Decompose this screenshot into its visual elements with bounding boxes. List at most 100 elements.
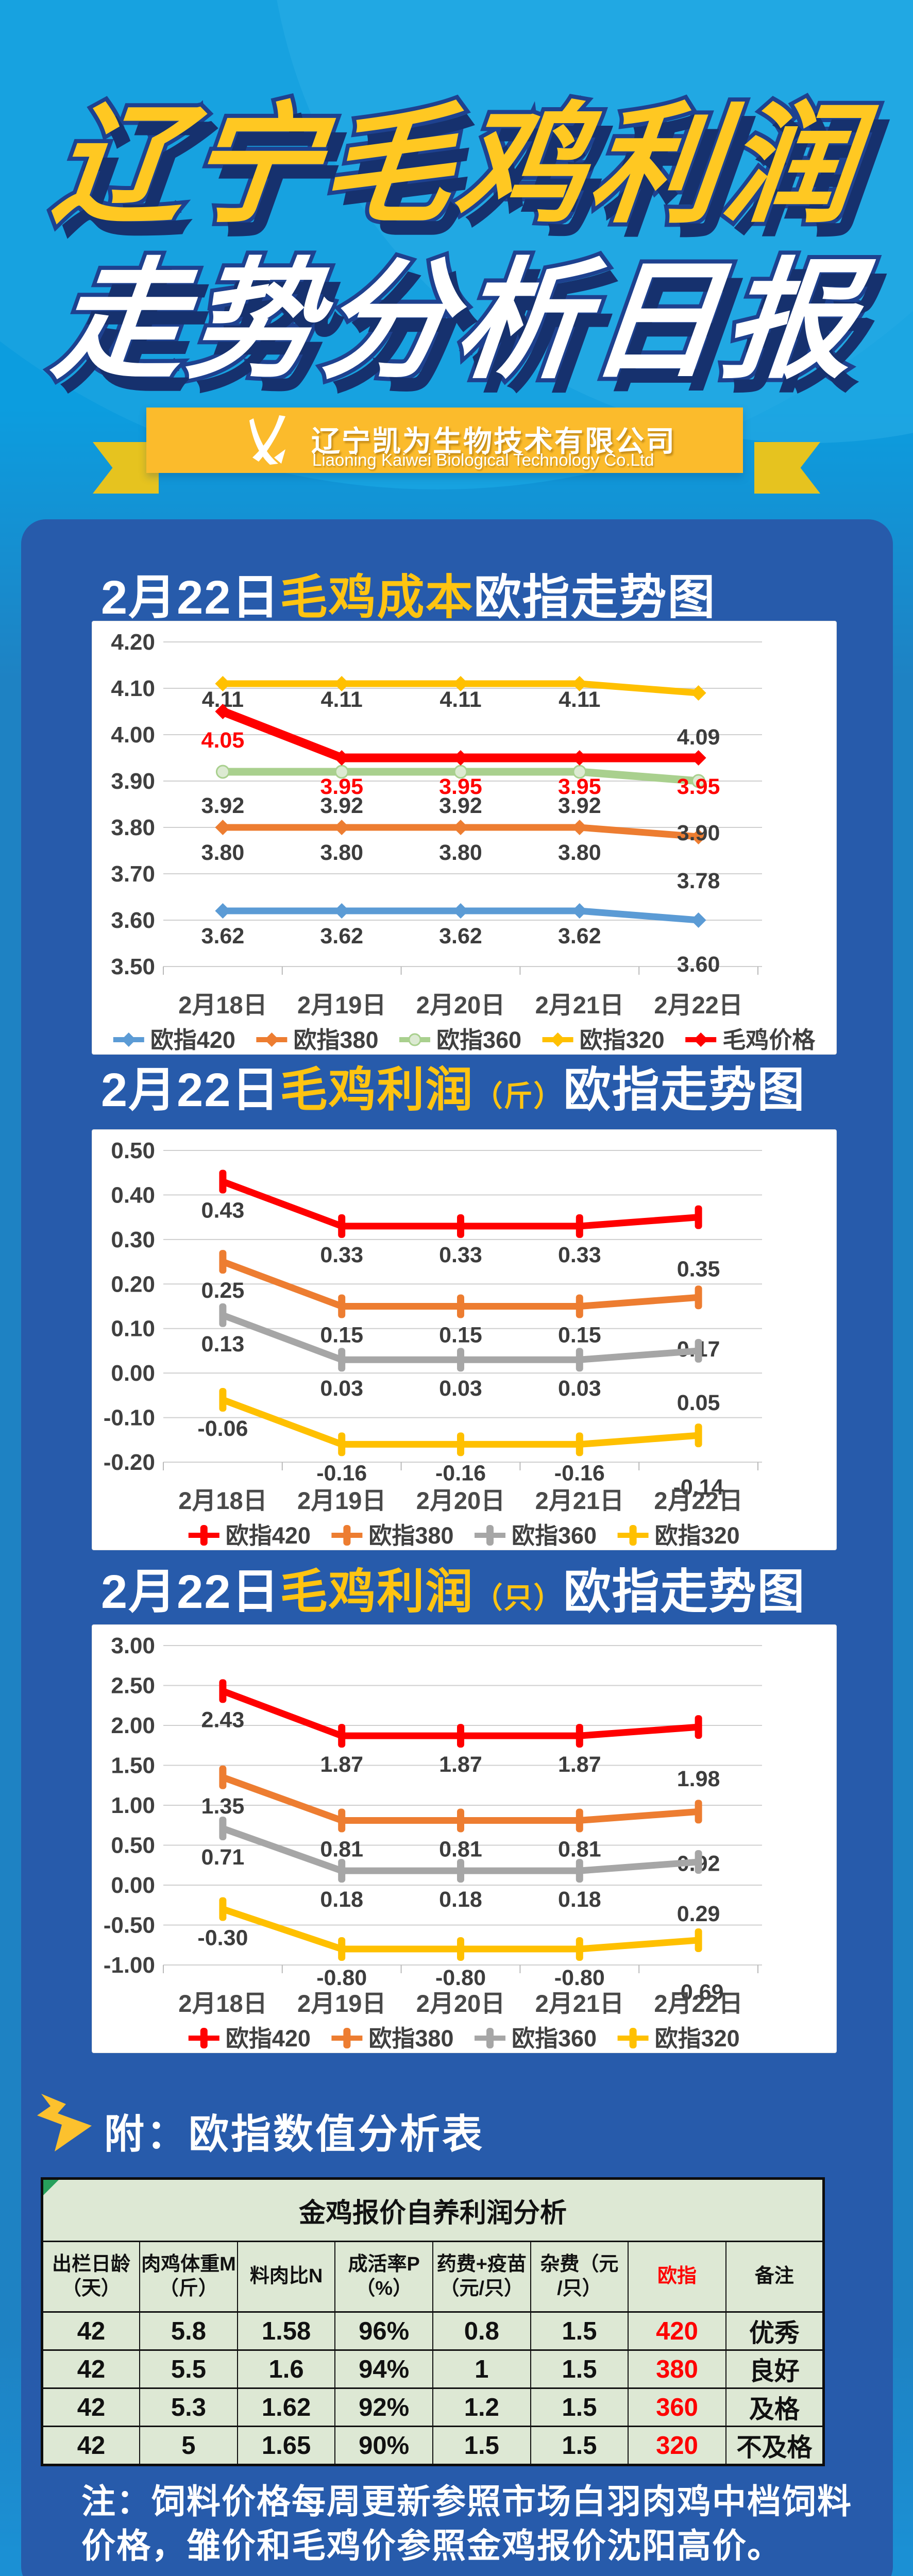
section2-suffix: 欧指走势图 (563, 1064, 806, 1116)
svg-text:1.00: 1.00 (111, 1793, 155, 1818)
table-cell: 92% (334, 2387, 433, 2427)
svg-text:2月21日: 2月21日 (535, 991, 624, 1019)
table-cell: 5 (139, 2426, 238, 2466)
footnote-line1: 注：饲料价格每周更新参照市场白羽肉鸡中档饲料 (81, 2482, 852, 2520)
svg-text:2月21日: 2月21日 (535, 1990, 624, 2017)
svg-text:2.43: 2.43 (201, 1707, 245, 1732)
svg-text:0.25: 0.25 (201, 1278, 245, 1303)
table-cell: 不及格 (725, 2426, 824, 2466)
table-cell: 380 (628, 2349, 726, 2389)
svg-text:0.18: 0.18 (320, 1887, 363, 1912)
annex-heading: 附：欧指数值分析表 (104, 2111, 485, 2157)
profit-table: 金鸡报价自养利润分析 出栏日龄 （天） 肉鸡体重M （斤） 料肉比N 成活率P （%）药… (41, 2177, 825, 2466)
section1-date: 2月22日 (101, 571, 280, 624)
svg-text:0.13: 0.13 (201, 1332, 245, 1357)
svg-text:-0.80: -0.80 (316, 1965, 367, 1990)
svg-text:欧指360: 欧指360 (512, 2025, 597, 2052)
svg-text:-0.10: -0.10 (104, 1405, 155, 1431)
table-cell: 1.5 (530, 2349, 629, 2389)
svg-text:-0.16: -0.16 (435, 1461, 486, 1485)
svg-text:3.90: 3.90 (111, 769, 155, 794)
svg-text:2月19日: 2月19日 (297, 1990, 386, 2017)
svg-text:2月20日: 2月20日 (416, 1487, 505, 1514)
svg-text:4.05: 4.05 (201, 728, 245, 753)
svg-text:2月22日: 2月22日 (654, 1990, 742, 2017)
svg-text:3.95: 3.95 (320, 774, 363, 799)
table-header-cell: 药费+疫苗 （元/只） (432, 2241, 531, 2313)
svg-text:0.71: 0.71 (201, 1845, 245, 1870)
svg-text:0.43: 0.43 (201, 1198, 245, 1223)
svg-text:0.18: 0.18 (558, 1887, 601, 1912)
svg-text:4.11: 4.11 (321, 687, 363, 712)
svg-text:3.90: 3.90 (677, 821, 720, 845)
profit-jin-chart-card: 0.50 0.40 0.30 0.20 0.10 0.00 -0.10 -0.20 0.43 0.… (92, 1129, 837, 1550)
section2-date: 2月22日 (101, 1064, 280, 1116)
table-cell: 1.5 (530, 2426, 629, 2466)
svg-text:0.50: 0.50 (111, 1138, 155, 1163)
svg-text:1.87: 1.87 (320, 1752, 363, 1777)
svg-text:毛鸡价格: 毛鸡价格 (722, 1027, 816, 1053)
svg-text:欧指320: 欧指320 (655, 2025, 740, 2052)
svg-text:-0.80: -0.80 (554, 1965, 605, 1990)
svg-text:0.33: 0.33 (439, 1243, 482, 1267)
svg-text:0.18: 0.18 (439, 1887, 482, 1912)
table-cell: 42 (41, 2426, 141, 2466)
table-cell: 42 (41, 2387, 141, 2427)
svg-text:3.95: 3.95 (677, 774, 720, 799)
svg-text:3.80: 3.80 (111, 815, 155, 840)
page-title-line2: 走势分析日报 (43, 245, 870, 398)
table-cell: 1.62 (236, 2387, 336, 2427)
table-cell: 及格 (725, 2387, 824, 2427)
svg-text:0.81: 0.81 (558, 1837, 601, 1861)
section-header-cost: 2月22日毛鸡成本欧指走势图 (101, 573, 716, 623)
company-logo-icon (249, 415, 285, 465)
svg-text:3.95: 3.95 (558, 774, 601, 799)
table-cell: 良好 (725, 2349, 824, 2389)
svg-text:1.35: 1.35 (201, 1794, 245, 1819)
svg-text:2月18日: 2月18日 (178, 991, 267, 1019)
table-cell: 1.58 (236, 2311, 336, 2351)
table-cell: 1.65 (236, 2426, 336, 2466)
svg-text:0.40: 0.40 (111, 1182, 155, 1208)
table-row: 42 5.3 1.62 92% 1.2 1.5 360 及格 (41, 2387, 824, 2427)
svg-text:欧指380: 欧指380 (368, 2025, 453, 2052)
footnote: 注：饲料价格每周更新参照市场白羽肉鸡中档饲料 价格，雏价和毛鸡价参照金鸡报价沈阳… (81, 2479, 875, 2568)
section3-unit: （只） (474, 1582, 564, 1614)
svg-text:4.20: 4.20 (111, 630, 155, 655)
footnote-line2: 价格，雏价和毛鸡价参照金鸡报价沈阳高价。 (81, 2527, 782, 2565)
table-cell: 1 (432, 2349, 531, 2389)
svg-text:2月22日: 2月22日 (654, 1487, 742, 1514)
page-title-line1: 辽宁毛鸡利润 (43, 89, 870, 242)
svg-text:0.30: 0.30 (111, 1227, 155, 1252)
section1-suffix: 欧指走势图 (474, 571, 716, 624)
svg-text:2月18日: 2月18日 (178, 1487, 267, 1514)
svg-text:0.33: 0.33 (558, 1243, 601, 1267)
svg-text:2月20日: 2月20日 (416, 1990, 505, 2017)
svg-text:2月18日: 2月18日 (178, 1990, 267, 2017)
svg-text:0.33: 0.33 (320, 1243, 363, 1267)
svg-text:欧指380: 欧指380 (293, 1027, 378, 1053)
svg-text:0.35: 0.35 (677, 1257, 720, 1282)
svg-text:3.60: 3.60 (111, 908, 155, 933)
table-cell: 42 (41, 2349, 141, 2389)
company-name-en: Liaoning Kaiwei Biological Technology Co… (312, 450, 654, 469)
svg-text:0.15: 0.15 (558, 1323, 601, 1348)
svg-text:2月20日: 2月20日 (416, 991, 505, 1019)
svg-text:3.80: 3.80 (439, 840, 482, 865)
svg-text:3.62: 3.62 (320, 924, 363, 948)
svg-text:欧指320: 欧指320 (655, 1522, 740, 1549)
svg-text:1.50: 1.50 (111, 1753, 155, 1778)
svg-text:3.78: 3.78 (677, 869, 720, 893)
svg-text:3.80: 3.80 (558, 840, 601, 865)
svg-text:3.92: 3.92 (558, 793, 601, 818)
table-row: 42 5 1.65 90% 1.5 1.5 320 不及格 (41, 2426, 824, 2466)
svg-text:4.11: 4.11 (559, 687, 600, 712)
svg-text:1.87: 1.87 (558, 1752, 601, 1777)
svg-text:3.80: 3.80 (201, 840, 245, 865)
table-corner-marker (43, 2180, 59, 2195)
table-cell: 5.3 (139, 2387, 238, 2427)
section-header-profit-zhi: 2月22日毛鸡利润（只）欧指走势图 (101, 1567, 806, 1617)
cost-trend-chart: 4.20 4.10 4.00 3.90 3.80 3.70 3.60 3.50 3.62 3.62… (111, 630, 816, 1053)
svg-text:0.15: 0.15 (439, 1323, 482, 1348)
svg-text:3.95: 3.95 (439, 774, 482, 799)
